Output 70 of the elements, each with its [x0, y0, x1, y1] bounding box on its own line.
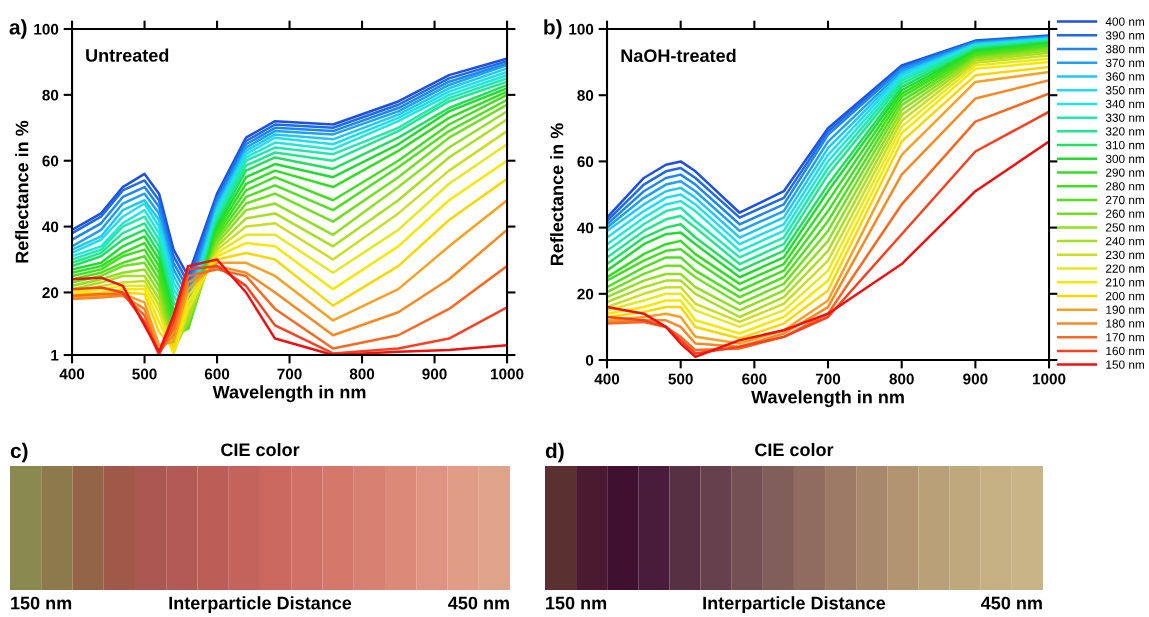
legend-label: 300 nm: [1105, 154, 1144, 164]
y-tick-label: 20: [42, 287, 59, 299]
legend-label: 370 nm: [1105, 58, 1144, 67]
y-tick-label: 100: [34, 23, 59, 35]
text: c): [10, 442, 28, 463]
x-axis-title: Wavelength in nm: [751, 390, 904, 408]
legend-label: 340 nm: [1105, 99, 1144, 109]
y-tick-label: 100: [569, 23, 594, 35]
y-tick-label: 40: [577, 222, 594, 234]
legend-label: 320 nm: [1105, 127, 1144, 136]
legend-label: 380 nm: [1105, 44, 1144, 54]
chart-title: CIE color: [755, 442, 834, 457]
x-tick-label: 700: [277, 368, 302, 380]
legend-label: 200 nm: [1106, 291, 1144, 301]
x-tick-label: 800: [349, 368, 375, 380]
text: Untreated: [86, 48, 169, 62]
y-axis-title: Reflectance in %: [15, 120, 29, 263]
y-axis-title: Reflectance in %: [550, 123, 564, 266]
legend-label: 260 nm: [1106, 209, 1144, 218]
legend-label: 160 nm: [1106, 346, 1144, 356]
text: 150 nm: [546, 596, 607, 610]
legend-label: 350 nm: [1105, 86, 1144, 95]
x-tick-label: 500: [132, 368, 157, 380]
text: d): [545, 442, 564, 463]
legend-label: 220 nm: [1106, 264, 1144, 273]
legend-label: 280 nm: [1106, 182, 1144, 191]
legend-label: 250 nm: [1106, 223, 1144, 232]
y-tick-label: 60: [42, 155, 59, 167]
text: 450 nm: [448, 596, 509, 610]
legend-label: 360 nm: [1105, 72, 1144, 81]
x-tick-label: 1000: [1033, 373, 1066, 385]
x-tick-label: 900: [963, 373, 988, 385]
legend-label: 270 nm: [1106, 195, 1144, 205]
legend-label: 150 nm: [1106, 360, 1144, 369]
x-tick-label: 1000: [491, 368, 524, 380]
y-tick-label: 40: [42, 221, 59, 233]
x-tick-label: 600: [204, 368, 230, 380]
x-axis-title: Interparticle Distance: [703, 596, 886, 614]
x-axis-title: Wavelength in nm: [212, 385, 366, 403]
legend-label: 400 nm: [1105, 17, 1144, 26]
legend-label: 180 nm: [1106, 319, 1144, 328]
legend-label: 390 nm: [1105, 31, 1144, 40]
x-tick-label: 600: [742, 373, 767, 385]
y-tick-label: 20: [577, 288, 594, 300]
legend-label: 330 nm: [1105, 113, 1144, 122]
legend-label: 230 nm: [1106, 250, 1144, 260]
x-tick-label: 400: [594, 373, 620, 385]
x-axis-title: Interparticle Distance: [169, 596, 352, 614]
text: a): [9, 19, 27, 39]
legend-label: 290 nm: [1106, 168, 1144, 177]
x-tick-label: 900: [422, 368, 447, 380]
text: NaOH-treated: [621, 48, 736, 63]
x-tick-label: 800: [889, 373, 914, 385]
y-tick-label: 1: [51, 350, 59, 361]
x-tick-label: 700: [815, 373, 841, 385]
y-tick-label: 0: [585, 354, 594, 366]
x-tick-label: 500: [668, 373, 693, 385]
legend-label: 310 nm: [1105, 140, 1144, 150]
legend-label: 170 nm: [1106, 333, 1144, 342]
legend-label: 210 nm: [1106, 278, 1144, 287]
chart-title: CIE color: [221, 442, 300, 457]
legend-label: 190 nm: [1106, 305, 1144, 314]
y-tick-label: 80: [42, 89, 59, 101]
text: 150 nm: [11, 596, 72, 610]
y-tick-label: 60: [577, 156, 594, 168]
x-tick-label: 400: [59, 368, 85, 380]
text: 450 nm: [981, 596, 1042, 610]
legend-label: 240 nm: [1106, 237, 1144, 246]
text: b): [544, 19, 562, 39]
y-tick-label: 80: [577, 90, 594, 101]
